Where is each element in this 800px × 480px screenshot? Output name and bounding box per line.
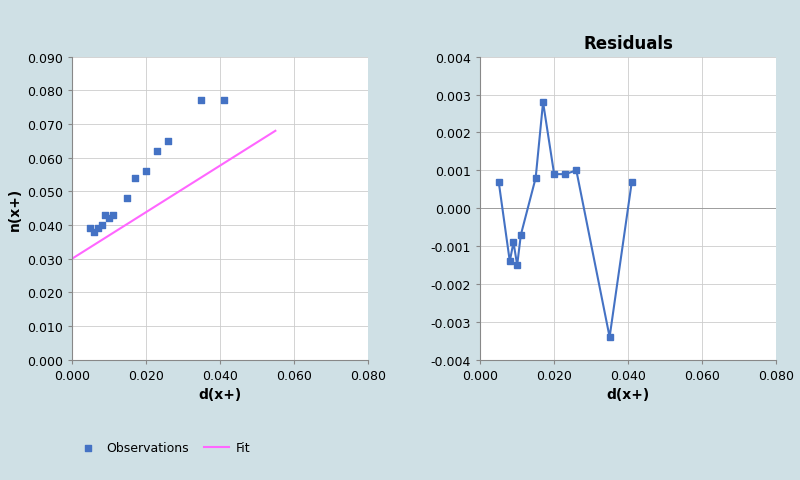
Point bbox=[150, 148, 163, 156]
Point bbox=[106, 212, 119, 219]
Y-axis label: n(x+): n(x+) bbox=[7, 187, 22, 230]
Point bbox=[129, 175, 142, 182]
X-axis label: d(x+): d(x+) bbox=[606, 387, 650, 401]
Point bbox=[121, 195, 134, 203]
Title: Residuals: Residuals bbox=[583, 36, 673, 53]
X-axis label: d(x+): d(x+) bbox=[198, 387, 242, 401]
Point bbox=[91, 225, 104, 233]
Point bbox=[139, 168, 152, 176]
Point bbox=[99, 212, 112, 219]
Legend: Observations, Fit: Observations, Fit bbox=[70, 436, 255, 459]
Point bbox=[95, 222, 108, 229]
Point bbox=[88, 228, 101, 236]
Point bbox=[195, 97, 208, 105]
Point bbox=[162, 138, 174, 145]
Point bbox=[217, 97, 230, 105]
Point bbox=[102, 215, 115, 223]
Point bbox=[84, 225, 97, 233]
